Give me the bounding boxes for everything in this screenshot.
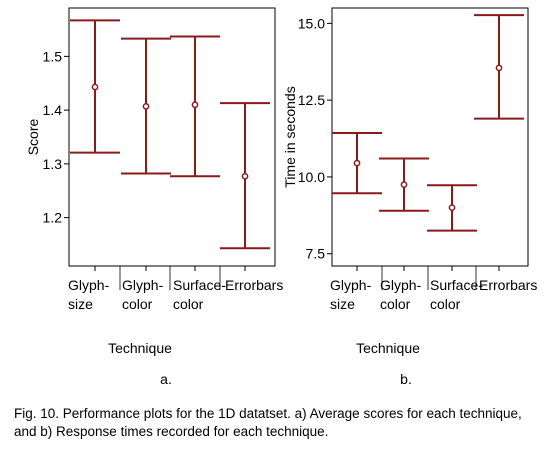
errorbar-0 <box>332 132 382 195</box>
y-axis-title: Score <box>25 119 41 156</box>
x-tick-label: Errorbars <box>479 277 537 293</box>
mean-point <box>91 83 99 91</box>
x-axis-title: Technique <box>356 340 420 356</box>
mean-point <box>191 101 199 109</box>
x-tick-label: Glyph-color <box>380 277 422 312</box>
x-tick-label: Surface-color <box>430 277 483 312</box>
mean-point <box>353 159 361 167</box>
errorbar-3 <box>220 102 270 250</box>
errorbar-2 <box>170 35 220 178</box>
x-tick-label: Errorbars <box>225 277 283 293</box>
plot-frame <box>331 7 529 267</box>
y-tick-label: 7.5 <box>306 246 326 262</box>
panel-label: b. <box>400 371 412 387</box>
mean-point <box>495 64 503 72</box>
errorbar-2 <box>427 184 477 232</box>
y-tick-label: 1.5 <box>43 48 63 64</box>
y-tick-label: 12.5 <box>298 92 325 108</box>
errorbar-1 <box>379 157 429 212</box>
panel-label: a. <box>160 371 172 387</box>
y-axis-title: Time in seconds <box>282 86 298 187</box>
figure: 1.21.31.41.5Glyph-sizeGlyph-colorSurface… <box>25 7 537 387</box>
y-tick-label: 1.4 <box>43 102 63 118</box>
mean-point <box>448 204 456 211</box>
mean-point <box>400 181 408 188</box>
mean-point <box>142 103 150 110</box>
y-tick-label: 1.2 <box>43 210 63 226</box>
errorbar-3 <box>474 14 524 120</box>
plot-frame <box>68 7 276 267</box>
x-tick-label: Glyph-color <box>122 277 164 312</box>
errorbar-0 <box>70 19 120 154</box>
panel-a-score-chart: 1.2 1.3 1.4 1.5 Glyph-size Glyph-color Surface… <box>25 7 283 387</box>
x-tick-label: Surface-color <box>173 277 226 312</box>
y-tick-label: 10.0 <box>298 169 325 185</box>
y-tick-label: 15.0 <box>298 15 325 31</box>
y-tick-label: 1.3 <box>43 156 63 172</box>
x-axis-title: Technique <box>108 340 172 356</box>
x-tick-label: Glyph-size <box>68 277 110 312</box>
x-tick-label: Glyph-size <box>330 277 372 312</box>
mean-point <box>241 172 249 180</box>
panel-b-time-chart: 7.5 10.0 12.5 15.0 Glyph-sizeGlyph-colorSurf… <box>282 7 537 387</box>
errorbar-1 <box>121 37 171 175</box>
figure-caption: Fig. 10. Performance plots for the 1D da… <box>14 406 522 439</box>
